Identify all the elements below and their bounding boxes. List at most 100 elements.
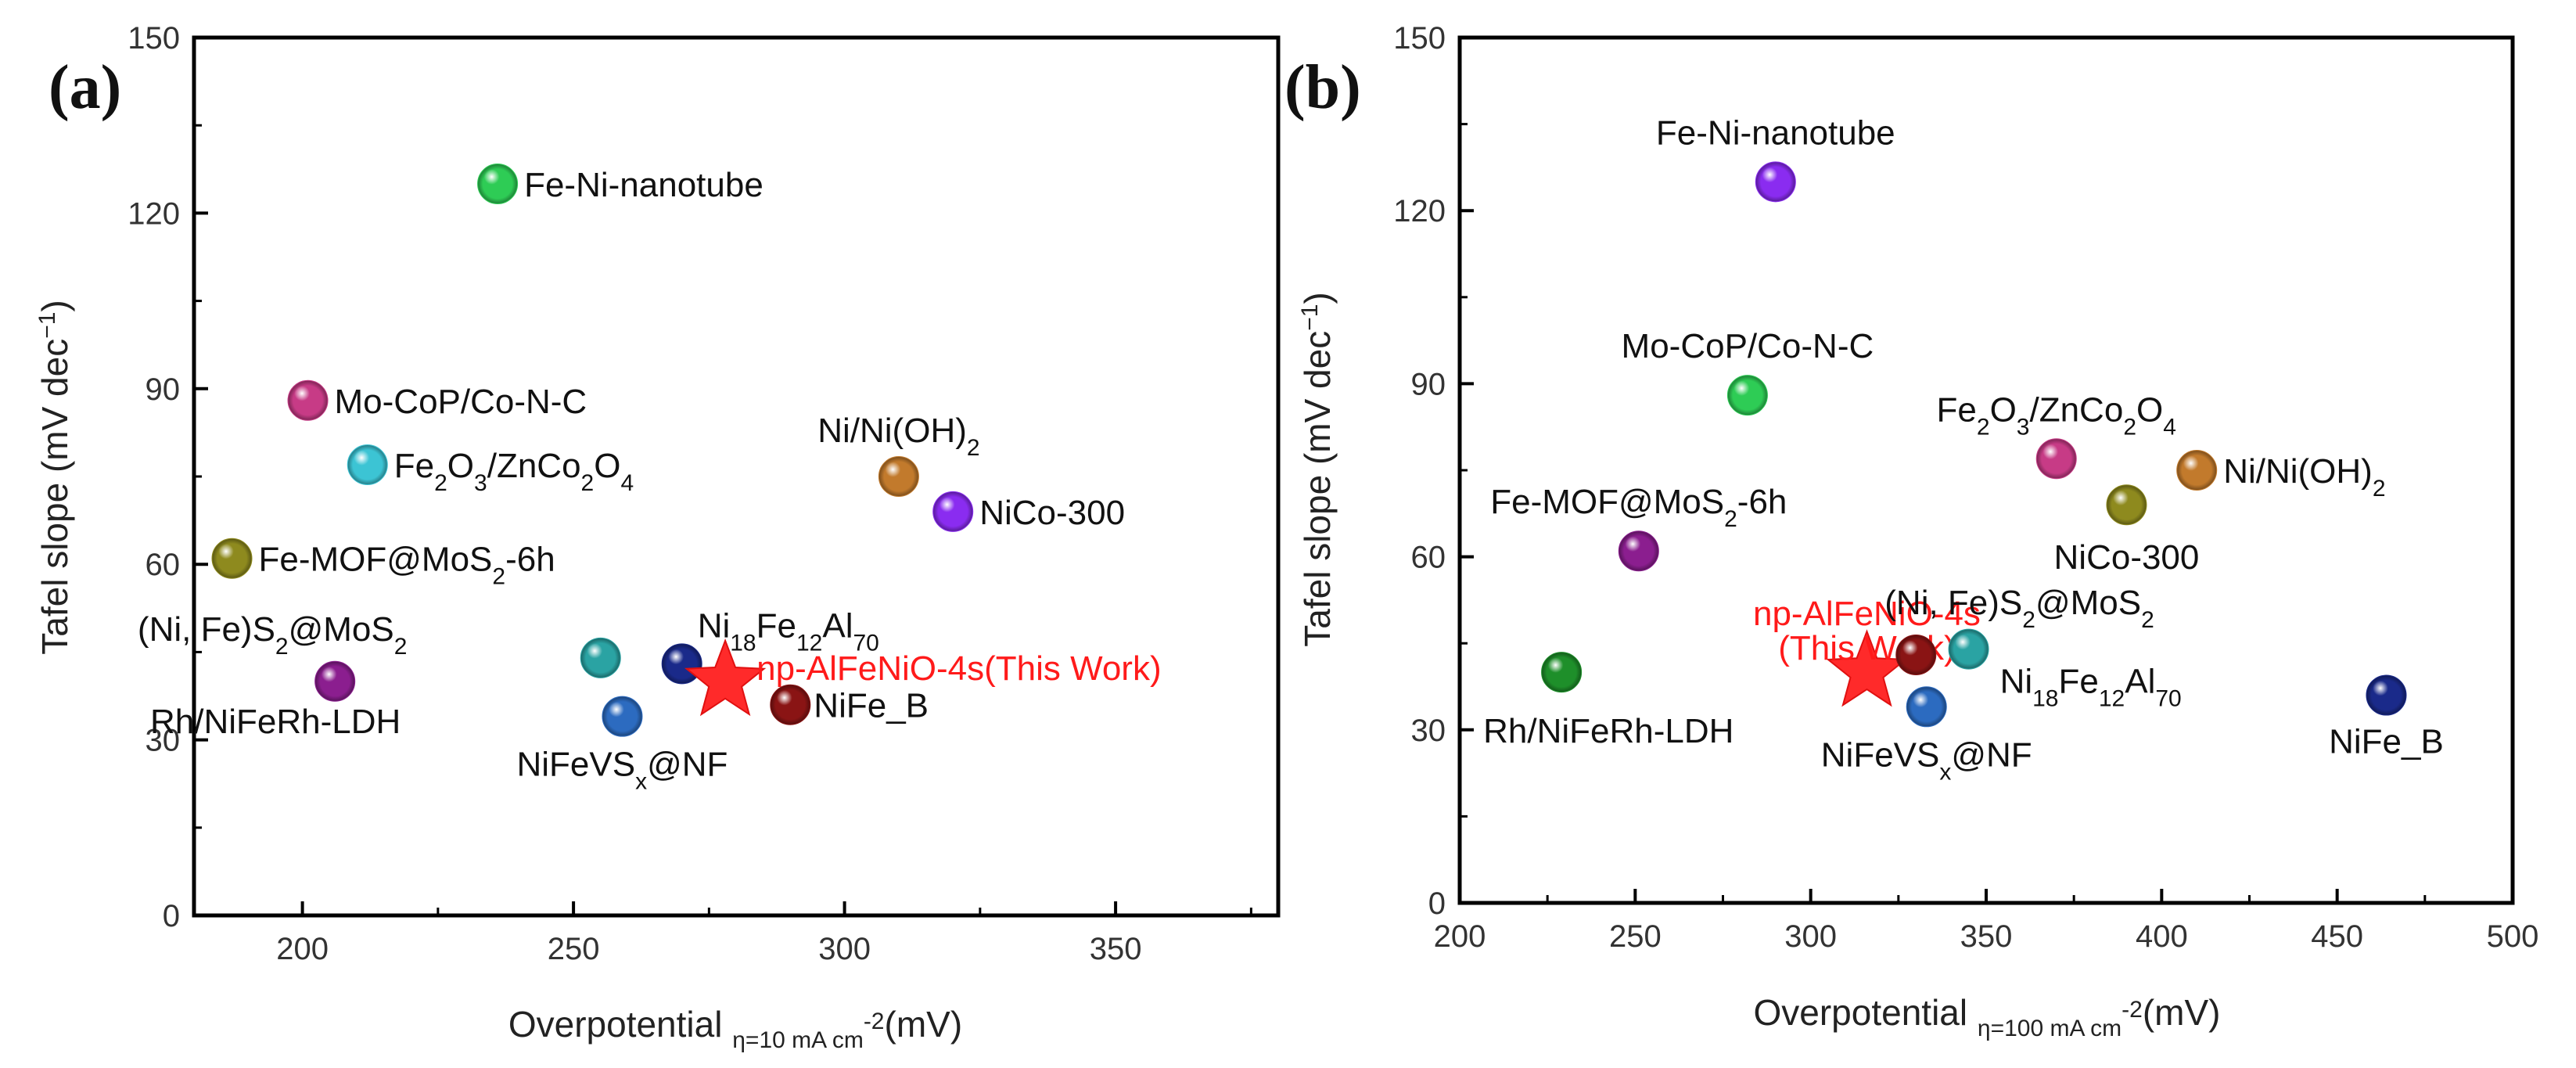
panel-b-xtick-label: 250 (1609, 919, 1662, 954)
panel-a-xtick-label: 300 (818, 932, 871, 966)
panel-b-ytick-label: 120 (1393, 194, 1446, 228)
panel-a-point-ni18fe12al70-navy-label: Ni18Fe12Al70 (698, 606, 879, 656)
panel-a-point-ni-ni-oh-2-label: Ni/Ni(OH)2 (817, 412, 979, 461)
panel-b-point-ni18fe12al70-label: Ni18Fe12Al70 (2000, 663, 2182, 712)
panel-a-ytick-label: 30 (146, 724, 181, 758)
panel-a-x-title-subsup: -2 (864, 1009, 885, 1034)
panel-b-point-mo-cop-co-n-c-marker-shade (1727, 376, 1767, 415)
panel-a-letter: (a) (49, 53, 121, 122)
panel-a-x-title-sub: η=10 mA cm (732, 1027, 864, 1053)
panel-a-point-nico-300-label: NiCo-300 (979, 494, 1125, 532)
panel-b-point-nife-b-label: NiFe_B (2329, 723, 2444, 761)
panel-b-xtick-label: 350 (1960, 919, 2013, 954)
panel-b-point-mo-cop-co-n-c-label-part: Mo-CoP/Co-N-C (1622, 327, 1874, 365)
panel-a-point-ni-fe-s2-mos2-label-part: (Ni, Fe)S (138, 610, 275, 649)
panel-b-point-ni18fe12al70-marker-shade (1949, 629, 1989, 669)
panel-a-ticks: 200 250 300 350 0 30 60 90 120 150 (128, 21, 1252, 966)
panel-b-xtick-label: 400 (2136, 919, 2188, 954)
panel-b-x-title: Overpotential η=100 mA cm-2(mV) (1754, 992, 2221, 1041)
panel-b-ytick-label: 150 (1393, 21, 1446, 56)
panel-a-point-fe-ni-nanotube-label: Fe-Ni-nanotube (524, 166, 763, 204)
panel-b-x-title-end: (mV) (2143, 992, 2221, 1033)
panel-b-point-nife-b-label-part: NiFe_B (2329, 723, 2444, 761)
panel-a-x-title-end: (mV) (885, 1004, 963, 1045)
panel-b-point-fe2o3-znco2o4-label-part: O (2136, 390, 2163, 429)
panel-a-point-nifevsx-nf-marker-shade (602, 696, 642, 736)
panel-b-y-title-end: ) (1297, 292, 1338, 304)
panel-a-point-ni18fe12al70-navy-label-part: Ni (698, 606, 731, 645)
panel-a-point-ni18fe12al70-navy-label-part: 70 (853, 630, 878, 656)
panel-a-ytick-label: 90 (146, 372, 181, 407)
panel-a-point-np-alfenio-4s-this-work-label-part: np-AlFeNiO-4s(This Work) (756, 649, 1161, 688)
panel-a-point-fe-ni-nanotube-label-part: Fe-Ni-nanotube (524, 166, 763, 204)
panel-a-point-fe2o3-znco2o4-label-part: O (447, 447, 474, 485)
panel-b-point-ni-fe-s2-mos2-label: (Ni, Fe)S2@MoS2 (1884, 584, 2154, 633)
panel-a-point-ni18fe12al70-navy-label-part: 12 (796, 630, 822, 656)
panel-b-point-ni-fe-s2-mos2-label-part: 2 (2141, 606, 2154, 632)
panel-b: (b) 200 250 300 350 400 450 500 0 30 60 90 120 150 F… (1284, 21, 2538, 1041)
panel-a-point-ni-ni-oh-2-label-part: Ni/Ni(OH) (817, 412, 967, 450)
panel-b-point-rh-niferh-ldh-label: Rh/NiFeRh-LDH (1483, 712, 1734, 750)
panel-b-ytick-label: 90 (1411, 367, 1446, 401)
panel-a-point-ni-fe-s2-mos2-marker-shade (315, 661, 355, 701)
panel-a-point-ni18fe12al70-marker-shade (580, 638, 620, 678)
panel-a-y-title-main: Tafel slope (mV dec (34, 339, 75, 655)
panel-b-point-rh-niferh-ldh-marker-shade (1542, 653, 1582, 692)
panel-a-point-nifevsx-nf-label-part: x (635, 768, 647, 794)
panel-a-point-fe2o3-znco2o4-label-part: 4 (620, 470, 634, 496)
panel-b-point-ni-fe-s2-mos2-label-part: (Ni, Fe)S (1884, 584, 2022, 622)
panel-b-point-ni18fe12al70-label-part: 12 (2099, 685, 2125, 711)
panel-a-ytick-label: 120 (128, 196, 180, 231)
panel-b-point-np-alfenio-4s-this-work-label: np-AlFeNiO-4s (1753, 595, 1981, 633)
panel-b-xtick-label: 300 (1784, 919, 1837, 954)
panel-b-point-fe-mof-mos2-6h-label: Fe-MOF@MoS2-6h (1490, 483, 1787, 532)
panel-b-point-fe-mof-mos2-6h-label-part: Fe-MOF@MoS (1490, 483, 1724, 521)
panel-a-point-fe2o3-znco2o4-label-part: 2 (581, 470, 595, 496)
panel-b-point-fe2o3-znco2o4-label: Fe2O3/ZnCo2O4 (1937, 390, 2176, 440)
panel-b-points: Fe-Ni-nanotube Mo-CoP/Co-N-C Fe2O3/ZnCo2O4… (1483, 113, 2444, 784)
panel-a-ytick-label: 60 (146, 548, 181, 582)
panel-b-point-ni-ni-oh-2-marker-shade (2177, 451, 2217, 490)
panel-a-point-ni-fe-s2-mos2-label-part: @MoS (289, 610, 394, 649)
panel-a-point-mo-cop-co-n-c-label-part: Mo-CoP/Co-N-C (335, 383, 587, 421)
panel-a-point-nife-b-label: NiFe_B (814, 687, 929, 725)
panel-a-point-ni18fe12al70-navy-marker-shade (662, 644, 702, 684)
panel-a-x-title: Overpotential η=10 mA cm-2(mV) (508, 1004, 962, 1053)
panel-b-y-title: Tafel slope (mV dec−1) (1297, 292, 1338, 647)
panel-b-point-nifevsx-nf-label-part: @NF (1951, 735, 2032, 774)
panel-b-point-nifevsx-nf-label-part: x (1939, 759, 1951, 785)
panel-a-point-ni-fe-s2-mos2-label: (Ni, Fe)S2@MoS2 (138, 610, 408, 660)
panel-b-y-title-sup: −1 (1297, 304, 1323, 331)
panel-a-y-title: Tafel slope (mV dec−1) (34, 300, 76, 655)
panel-b-point-nife-b-marker-shade (2366, 675, 2406, 715)
panel-a-point-nifevsx-nf-label: NiFeVSx@NF (517, 746, 728, 795)
panel-b-point-nifevsx-nf-label: NiFeVSx@NF (1821, 735, 2032, 785)
panel-b-ytick-label: 30 (1411, 714, 1446, 748)
panel-b-point-nico-300-label: NiCo-300 (2054, 538, 2200, 577)
panel-b-point-ni-fe-s2-mos2-marker-shade (1896, 635, 1936, 674)
panel-b-point-np-alfenio-4s-this-work-label-part: np-AlFeNiO-4s (1753, 595, 1981, 633)
panel-a-point-fe-mof-mos2-6h-label-part: Fe-MOF@MoS (259, 541, 493, 579)
panel-b-letter: (b) (1284, 53, 1361, 122)
panel-b-point-ni18fe12al70-label-part: 18 (2032, 685, 2058, 711)
panel-a-xtick-label: 350 (1090, 932, 1142, 966)
panel-a-ytick-label: 0 (163, 899, 180, 933)
panel-a-point-ni18fe12al70-navy-label-part: Fe (756, 606, 796, 645)
panel-a-point-nife-b-label-part: NiFe_B (814, 687, 929, 725)
panel-b-point-nifevsx-nf-marker-shade (1906, 687, 1946, 727)
panel-a-point-ni-ni-oh-2-marker-shade (878, 457, 918, 496)
panel-a-point-fe-ni-nanotube-marker-shade (478, 164, 518, 203)
panel-b-point-rh-niferh-ldh-label-part: Rh/NiFeRh-LDH (1483, 712, 1734, 750)
panel-a-point-fe2o3-znco2o4-label-part: 2 (434, 470, 447, 496)
panel-b-point-fe-ni-nanotube-label: Fe-Ni-nanotube (1656, 113, 1895, 152)
panel-b-point-fe2o3-znco2o4-marker-shade (2036, 439, 2076, 479)
panel-a: (a) 200 250 300 350 0 30 60 90 120 150 Fe-Ni-nano… (34, 21, 1281, 1053)
panel-a-point-mo-cop-co-n-c-label: Mo-CoP/Co-N-C (335, 383, 587, 421)
panel-b-ticks: 200 250 300 350 400 450 500 0 30 60 90 120 150 (1393, 21, 2538, 954)
panel-a-x-title-main: Overpotential (508, 1004, 723, 1045)
panel-a-y-title-end: ) (34, 300, 75, 311)
panel-a-point-nico-300-marker-shade (933, 491, 973, 531)
panel-b-point-mo-cop-co-n-c-label: Mo-CoP/Co-N-C (1622, 327, 1874, 365)
panel-a-ytick-label: 150 (128, 21, 180, 56)
